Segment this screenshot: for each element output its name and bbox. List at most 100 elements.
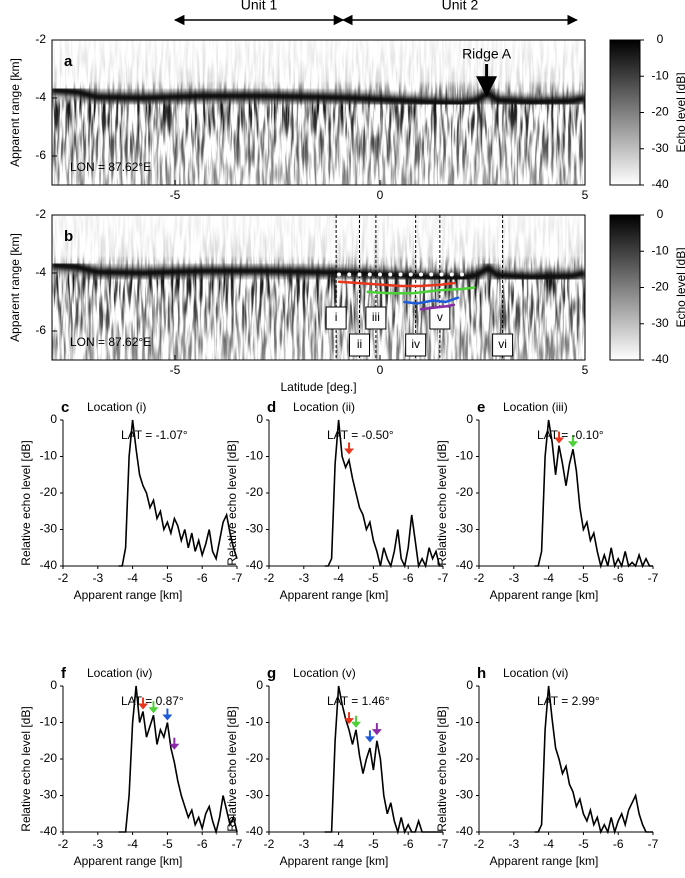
y-axis-label: Relative echo level [dB] <box>19 440 33 565</box>
peak-arrow <box>351 721 361 728</box>
ridge-label: Ridge A <box>462 46 512 62</box>
surface-point <box>337 272 341 277</box>
frame <box>51 39 586 186</box>
peak-arrow <box>162 714 173 721</box>
y-tick-label: 0 <box>466 678 473 692</box>
x-tick-label: 5 <box>582 363 589 377</box>
y-tick-label: -30 <box>40 788 58 802</box>
panel-label: g <box>267 665 276 682</box>
annotation: LAT = -0.50° <box>327 428 394 442</box>
surface-point <box>367 272 372 277</box>
surface-point <box>398 272 403 277</box>
panel-label: e <box>477 399 485 416</box>
y-tick-label: -30 <box>456 522 474 536</box>
colorbar-tick-label: 0 <box>657 207 664 221</box>
x-tick-label: -2 <box>264 837 275 851</box>
surface-point <box>388 272 393 277</box>
y-tick-label: 0 <box>50 678 57 692</box>
colorbar-tick-label: -30 <box>651 141 669 155</box>
x-tick-label: -7 <box>232 571 243 585</box>
unit-label: Unit 2 <box>442 0 479 13</box>
y-tick-label: -20 <box>456 485 474 499</box>
profile-line <box>324 419 443 569</box>
profile-line <box>118 685 238 835</box>
profile-line <box>534 685 653 835</box>
panel-label: a <box>64 53 73 70</box>
location-box <box>365 306 387 330</box>
location-label: iii <box>372 310 380 324</box>
colorbar-tick-label: -40 <box>651 177 669 191</box>
x-tick-label: -7 <box>438 837 449 851</box>
colorbar <box>609 39 641 186</box>
panel-title: Location (ii) <box>293 400 355 414</box>
x-axis-label: Apparent range [km] <box>490 588 599 602</box>
x-tick-label: -5 <box>162 837 173 851</box>
peak-arrow <box>344 718 355 725</box>
location-box <box>349 333 370 357</box>
x-tick-label: -5 <box>368 571 379 585</box>
x-tick-label: -7 <box>648 837 659 851</box>
y-tick-label: -10 <box>40 715 58 729</box>
location-label: v <box>437 310 443 324</box>
location-label: iv <box>411 337 420 351</box>
x-tick-label: -4 <box>333 571 344 585</box>
y-tick-label: -30 <box>456 788 474 802</box>
y-tick-label: 0 <box>50 412 57 426</box>
panel-label: b <box>64 228 73 245</box>
annotation: LAT = -1.07° <box>121 428 188 442</box>
x-tick-label: -4 <box>543 837 554 851</box>
location-label: ii <box>357 337 362 351</box>
x-tick-label: -6 <box>613 837 624 851</box>
x-tick-label: -4 <box>333 837 344 851</box>
surface-point <box>408 272 413 277</box>
y-tick-label: -20 <box>40 751 58 765</box>
surface-point <box>439 272 444 277</box>
panel-label: d <box>267 399 276 416</box>
y-tick-label: -2 <box>35 207 46 221</box>
panel-title: Location (v) <box>293 666 356 680</box>
interface-line <box>337 280 456 288</box>
colorbar <box>609 214 641 361</box>
peak-arrow <box>344 448 355 455</box>
y-tick-label: 0 <box>256 678 263 692</box>
panel-title: Location (i) <box>87 400 146 414</box>
x-tick-label: -2 <box>264 571 275 585</box>
y-tick-label: -10 <box>246 715 264 729</box>
x-tick-label: -2 <box>474 571 485 585</box>
y-tick-label: -30 <box>40 522 58 536</box>
x-axis-label: Apparent range [km] <box>74 588 183 602</box>
x-tick-label: -6 <box>403 571 414 585</box>
x-axis-label: Apparent range [km] <box>280 854 389 868</box>
y-tick-label: -20 <box>40 485 58 499</box>
y-tick-label: -20 <box>456 751 474 765</box>
x-tick-label: -5 <box>170 363 181 377</box>
location-label: i <box>335 310 338 324</box>
peak-arrow <box>371 729 382 736</box>
x-tick-label: -4 <box>127 571 138 585</box>
x-tick-label: 0 <box>377 363 384 377</box>
location-box <box>325 306 347 330</box>
x-tick-label: 5 <box>582 188 589 202</box>
y-tick-label: -40 <box>40 824 58 838</box>
x-tick-label: -4 <box>127 837 138 851</box>
peak-arrow <box>554 437 565 444</box>
colorbar-tick-label: 0 <box>657 32 664 46</box>
surface-point <box>347 272 352 277</box>
unit-label: Unit 1 <box>241 0 278 13</box>
y-tick-label: -10 <box>40 449 58 463</box>
y-axis-label: Relative echo level [dB] <box>225 440 239 565</box>
y-tick-label: -10 <box>456 449 474 463</box>
y-axis-label: Apparent range [km] <box>8 58 22 167</box>
panel-title: Location (iii) <box>503 400 568 414</box>
y-tick-label: -4 <box>35 90 46 104</box>
y-tick-label: -40 <box>456 558 474 572</box>
colorbar-tick-label: -10 <box>651 68 669 82</box>
colorbar-tick-label: -40 <box>651 352 669 366</box>
colorbar-tick-label: -10 <box>651 243 669 257</box>
x-tick-label: -4 <box>543 571 554 585</box>
profile-line <box>534 419 653 569</box>
x-tick-label: -2 <box>58 571 69 585</box>
x-tick-label: -3 <box>298 571 309 585</box>
interface-line <box>366 286 476 295</box>
